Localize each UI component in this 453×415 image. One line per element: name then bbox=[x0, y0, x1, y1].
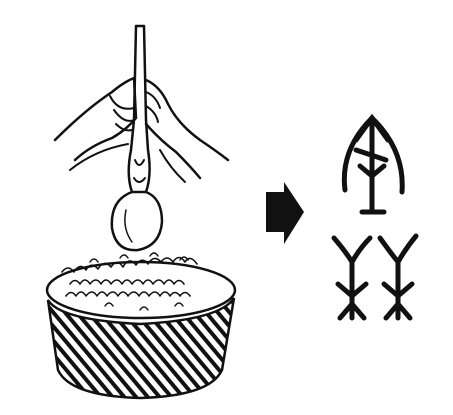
arrow bbox=[266, 182, 304, 244]
pestle bbox=[110, 24, 164, 252]
basket bbox=[45, 260, 237, 400]
glyph-bottom bbox=[331, 233, 419, 321]
hands bbox=[53, 76, 230, 183]
glyph-top bbox=[341, 113, 405, 215]
